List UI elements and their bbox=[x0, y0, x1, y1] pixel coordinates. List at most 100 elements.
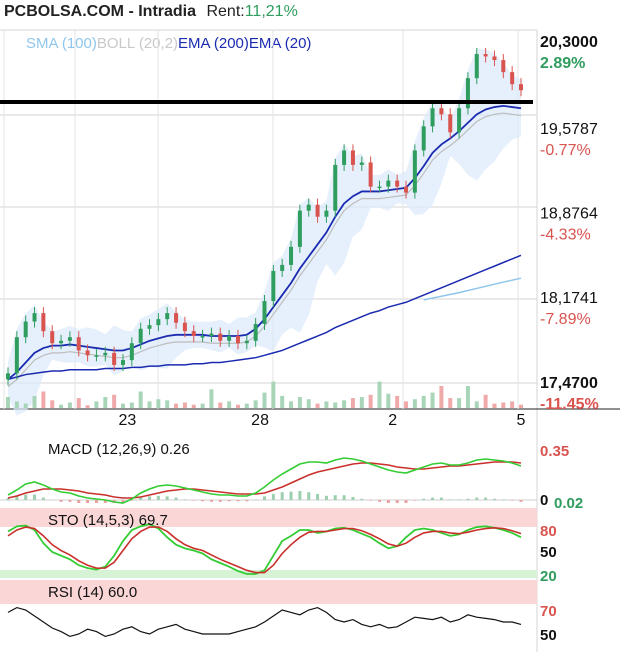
sto-d-line bbox=[7, 526, 522, 574]
volume-bar bbox=[41, 391, 46, 408]
macd-histogram-bar bbox=[413, 500, 417, 501]
macd-histogram-bar bbox=[484, 497, 488, 500]
sma100-line bbox=[423, 277, 522, 301]
candle-body bbox=[14, 337, 19, 374]
rsi-overbought-zone bbox=[0, 580, 537, 604]
macd-axis-top: 0.35 bbox=[540, 443, 569, 460]
volume-bar bbox=[483, 394, 488, 408]
candle-body bbox=[474, 54, 479, 79]
candle-body bbox=[165, 313, 170, 320]
volume-bar bbox=[59, 404, 64, 408]
macd-histogram-bar bbox=[121, 500, 125, 503]
candle-body bbox=[289, 246, 294, 265]
candle-body bbox=[59, 340, 64, 344]
candle-body bbox=[262, 301, 267, 324]
volume-bar bbox=[50, 400, 55, 408]
volume-bar bbox=[421, 395, 426, 408]
candle-body bbox=[510, 72, 515, 85]
candle-body bbox=[404, 186, 409, 193]
volume-bar bbox=[174, 403, 179, 408]
price-tick-label: 17,4700 bbox=[540, 375, 598, 392]
candle-body bbox=[439, 108, 444, 115]
macd-label: MACD (12,26,9) 0.26 bbox=[48, 441, 190, 458]
volume-bar bbox=[412, 399, 417, 408]
volume-bar bbox=[474, 401, 479, 408]
candle-body bbox=[492, 56, 497, 61]
volume-bar bbox=[182, 402, 187, 408]
volume-bar bbox=[112, 394, 117, 408]
candle-body bbox=[377, 186, 382, 189]
volume-bar bbox=[289, 401, 294, 408]
rent-value: 11,21% bbox=[244, 3, 298, 20]
macd-histogram-bar bbox=[130, 500, 134, 501]
candle-body bbox=[253, 323, 258, 341]
volume-bar bbox=[85, 405, 90, 408]
macd-histogram-bar bbox=[448, 499, 452, 500]
candle-body bbox=[457, 108, 462, 133]
macd-histogram-bar bbox=[510, 500, 514, 501]
sto-axis-50: 50 bbox=[540, 544, 557, 561]
volume-bar bbox=[94, 401, 99, 408]
macd-histogram-bar bbox=[6, 498, 10, 500]
volume-bar bbox=[350, 398, 355, 408]
volume-bar bbox=[510, 401, 515, 408]
macd-histogram-bar bbox=[342, 495, 346, 500]
rent-label: Rent: bbox=[206, 3, 245, 20]
candle-body bbox=[421, 126, 426, 151]
macd-histogram-bar bbox=[218, 500, 222, 502]
volume-bar bbox=[120, 403, 125, 408]
volume-bar bbox=[395, 395, 400, 408]
macd-histogram-bar bbox=[201, 500, 205, 502]
candle-body bbox=[85, 350, 90, 356]
candle-body bbox=[174, 313, 179, 323]
volume-bar bbox=[368, 394, 373, 408]
macd-histogram-bar bbox=[351, 497, 355, 500]
macd-histogram-bar bbox=[263, 496, 266, 500]
volume-bar bbox=[165, 400, 170, 408]
macd-histogram-bar bbox=[333, 495, 337, 500]
macd-histogram-bar bbox=[86, 500, 90, 503]
candle-body bbox=[67, 337, 72, 341]
candle-body bbox=[209, 333, 214, 337]
macd-histogram-bar bbox=[431, 497, 435, 500]
macd-panel: MACD (12,26,9) 0.26 0.35 0 0.02 bbox=[0, 441, 583, 512]
legend-sma100: SMA (100) bbox=[26, 35, 97, 52]
x-tick-label: 2 bbox=[388, 412, 397, 429]
candle-body bbox=[297, 210, 302, 247]
macd-lines bbox=[6, 457, 523, 504]
candle-body bbox=[112, 352, 117, 365]
candle-body bbox=[6, 373, 10, 380]
rsi-panel: RSI (14) 60.0 70 50 bbox=[0, 580, 557, 644]
volume-bar bbox=[315, 403, 320, 408]
candle-body bbox=[430, 108, 435, 127]
volume-bar bbox=[209, 389, 214, 408]
sto-label: STO (14,5,3) 69.7 bbox=[48, 512, 168, 529]
macd-histogram-bar bbox=[280, 492, 284, 500]
volume-bar bbox=[404, 401, 409, 408]
price-tick-label: 20,3000 bbox=[540, 34, 598, 51]
rsi-label: RSI (14) 60.0 bbox=[48, 584, 137, 601]
candle-body bbox=[218, 333, 223, 341]
macd-histogram-bar bbox=[68, 500, 72, 502]
macd-axis-zero: 0 bbox=[540, 492, 548, 509]
x-tick-label: 28 bbox=[251, 412, 269, 429]
candle-body bbox=[465, 78, 470, 109]
macd-histogram-bar bbox=[386, 500, 390, 503]
macd-histogram-bar bbox=[466, 498, 470, 500]
macd-histogram-bar bbox=[307, 492, 311, 500]
candle-body bbox=[23, 321, 28, 338]
volume-bar bbox=[297, 397, 302, 408]
volume-bar bbox=[492, 403, 497, 408]
macd-histogram-bar bbox=[103, 500, 107, 503]
candle-body bbox=[386, 180, 391, 187]
macd-histogram-bar bbox=[33, 494, 37, 500]
candle-body bbox=[483, 54, 488, 57]
candle-body bbox=[324, 210, 329, 217]
rsi-axis-50: 50 bbox=[540, 627, 557, 644]
macd-histogram-bar bbox=[457, 499, 461, 500]
candle-body bbox=[368, 162, 373, 187]
sto-lines bbox=[7, 523, 522, 575]
macd-histogram-bar bbox=[395, 500, 399, 503]
volume-bar bbox=[218, 402, 223, 408]
